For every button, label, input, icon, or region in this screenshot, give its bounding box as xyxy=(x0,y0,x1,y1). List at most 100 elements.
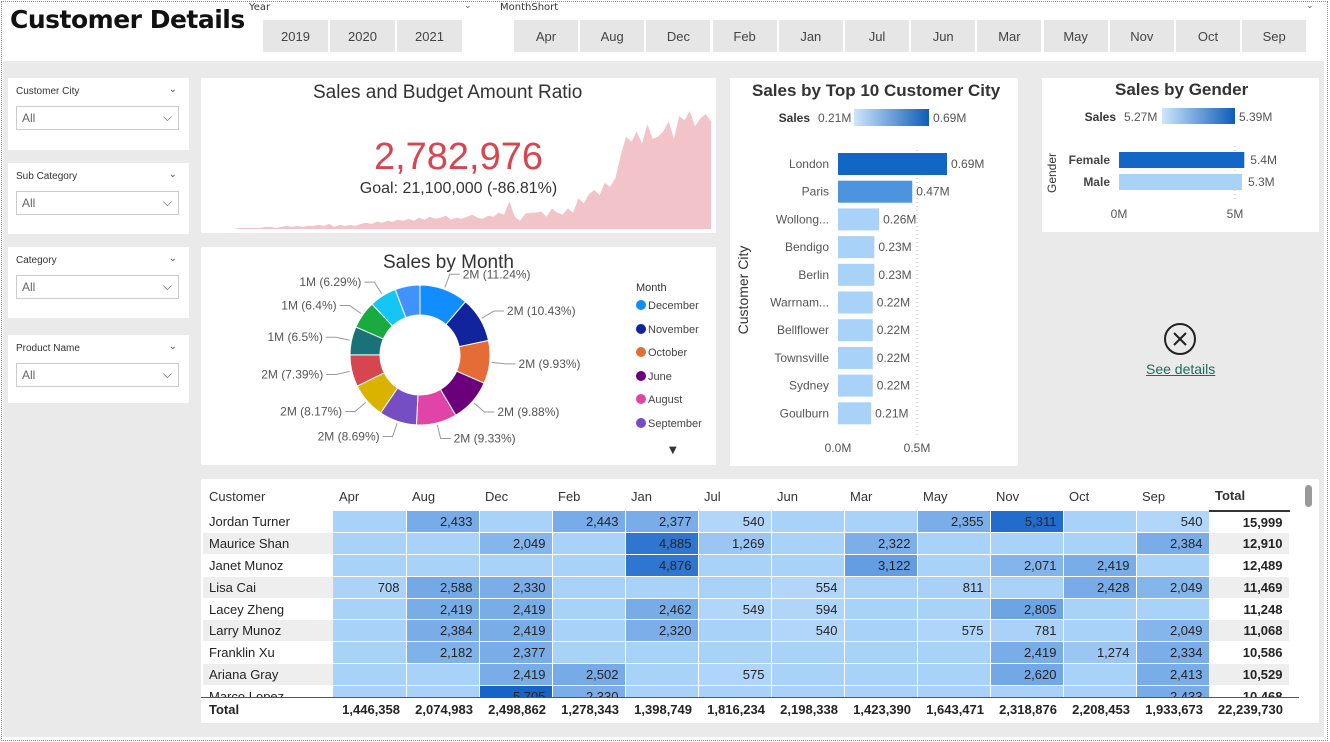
sales-by-city-card[interactable]: Sales by Top 10 Customer City Sales 0.21M… xyxy=(730,78,1018,466)
chevron-down-icon[interactable]: ⌄ xyxy=(168,169,177,180)
product-name-dropdown[interactable]: All ⌵ xyxy=(16,363,179,387)
kpi-trend-area xyxy=(223,111,711,229)
month-slicer-label: MonthShort xyxy=(500,2,559,13)
city-data-label: 0.22M xyxy=(877,351,910,365)
value-cell: 2,419 xyxy=(479,663,553,686)
column-header[interactable]: Apr xyxy=(339,488,360,504)
sales-by-gender-card[interactable]: Sales by Gender Sales 5.27M 5.39M Female 5.4… xyxy=(1042,78,1319,232)
value-cell xyxy=(771,554,845,577)
month-option-jun[interactable]: Jun xyxy=(911,20,976,52)
column-header[interactable]: Mar xyxy=(850,488,873,504)
customer-name-cell: Janet Munoz xyxy=(203,554,334,577)
value-cell xyxy=(844,511,918,534)
value-cell xyxy=(844,663,918,686)
legend-item[interactable]: June xyxy=(636,370,672,383)
value-cell: 2,419 xyxy=(1063,554,1137,577)
customer-city-dropdown[interactable]: All ⌵ xyxy=(16,106,179,130)
month-option-dec[interactable]: Dec xyxy=(646,20,711,52)
year-option-2019[interactable]: 2019 xyxy=(263,20,328,52)
value-cell xyxy=(1063,532,1137,556)
column-header[interactable]: Customer xyxy=(209,488,266,504)
table-row[interactable]: Larry Munoz 2,384 2,419 2,320 540 575 781 2,049… xyxy=(203,619,1290,643)
chevron-down-icon[interactable]: ⌄ xyxy=(464,1,472,11)
chevron-down-icon[interactable]: ⌄ xyxy=(168,341,177,352)
value-cell xyxy=(1136,598,1210,621)
column-header[interactable]: Aug xyxy=(412,488,436,504)
month-option-jan[interactable]: Jan xyxy=(778,20,843,52)
month-option-apr[interactable]: Apr xyxy=(514,20,578,52)
chevron-down-icon[interactable]: ⌄ xyxy=(1306,1,1314,11)
column-header[interactable]: Jun xyxy=(777,488,798,504)
column-header[interactable]: Total xyxy=(1209,481,1289,512)
matrix-scrollbar[interactable] xyxy=(1305,485,1312,507)
column-header[interactable]: Jul xyxy=(704,488,721,504)
legend-item[interactable]: August xyxy=(636,394,682,406)
table-row[interactable]: Ariana Gray 2,419 2,502 575 2,620 2,413 10,529 xyxy=(203,663,1290,686)
customer-name-cell: Ariana Gray xyxy=(203,663,334,686)
month-option-feb[interactable]: Feb xyxy=(712,20,777,52)
table-row[interactable]: Jordan Turner 2,433 2,443 2,377 540 2,355 5,31… xyxy=(203,511,1290,534)
legend-item[interactable]: November xyxy=(636,323,699,336)
value-cell xyxy=(844,619,918,643)
column-header[interactable]: Sep xyxy=(1142,488,1166,504)
sales-by-month-card[interactable]: Sales by Month 2M (11.24%) 2M (10.43%) 2M … xyxy=(201,247,716,465)
dropdown-value: All xyxy=(22,280,36,294)
donut-data-label: 2M (9.93%) xyxy=(519,357,581,371)
city-data-label: 0.22M xyxy=(877,323,910,337)
legend-marker xyxy=(636,370,646,381)
dropdown-value: All xyxy=(22,111,36,125)
value-cell xyxy=(698,554,772,577)
value-cell: 2,588 xyxy=(406,576,480,599)
table-row[interactable]: Maurice Shan 2,049 4,885 1,269 2,322 2,384 12,… xyxy=(203,532,1290,556)
legend-gradient-bar xyxy=(1162,108,1235,124)
month-option-sep[interactable]: Sep xyxy=(1242,20,1307,52)
column-header[interactable]: Nov xyxy=(996,488,1020,504)
city-data-label: 0.26M xyxy=(883,212,916,226)
sub-category-dropdown[interactable]: All ⌵ xyxy=(16,191,179,215)
month-option-nov[interactable]: Nov xyxy=(1109,20,1174,52)
column-header[interactable]: Dec xyxy=(485,488,509,504)
column-total-cell: 2,074,983 xyxy=(415,702,473,717)
see-details-link[interactable]: See details xyxy=(1146,361,1216,377)
legend-gradient-bar xyxy=(854,109,929,126)
value-cell xyxy=(698,619,772,643)
month-option-mar[interactable]: Mar xyxy=(977,20,1042,52)
legend-min: 0.21M xyxy=(818,111,851,125)
category-dropdown[interactable]: All ⌵ xyxy=(16,275,179,299)
month-option-jul[interactable]: Jul xyxy=(845,20,909,52)
column-header[interactable]: Feb xyxy=(558,488,581,504)
value-cell xyxy=(333,554,407,577)
value-cell: 2,805 xyxy=(990,598,1064,621)
row-total-cell: 11,469 xyxy=(1209,576,1290,599)
legend-item[interactable]: October xyxy=(636,347,687,359)
city-bar xyxy=(838,236,875,259)
month-option-may[interactable]: May xyxy=(1043,20,1108,52)
legend-item[interactable]: December xyxy=(636,300,699,312)
donut-slice xyxy=(394,284,421,319)
table-row[interactable]: Lisa Cai 708 2,588 2,330 554 811 2,428 2,049 11,… xyxy=(203,576,1290,599)
value-cell: 3,122 xyxy=(844,554,918,577)
city-data-label: 0.22M xyxy=(877,379,910,393)
column-header[interactable]: May xyxy=(923,488,948,504)
chevron-down-icon[interactable]: ⌄ xyxy=(168,253,177,264)
legend-item[interactable]: September xyxy=(636,417,702,430)
column-total-cell: 2,208,453 xyxy=(1072,702,1130,717)
chevron-down-icon[interactable]: ⌄ xyxy=(168,84,177,95)
table-row[interactable]: Franklin Xu 2,182 2,377 2,419 1,274 2,334 10,5… xyxy=(203,641,1290,665)
legend-scroll-down-icon[interactable]: ▼ xyxy=(669,445,677,456)
year-option-2020[interactable]: 2020 xyxy=(330,20,395,52)
donut-leader-line xyxy=(382,423,398,438)
column-header[interactable]: Jan xyxy=(631,488,652,504)
matrix-header-row: Customer Apr Aug Dec Feb Jan Jul Jun Mar May Nov Oc… xyxy=(203,481,1289,512)
column-total-cell: 2,318,876 xyxy=(999,702,1057,717)
column-header[interactable]: Oct xyxy=(1069,488,1090,504)
table-row[interactable]: Lacey Zheng 2,419 2,419 2,462 549 594 2,805 11,… xyxy=(203,598,1290,621)
table-row[interactable]: Janet Munoz 4,876 3,122 2,071 2,419 12,489 xyxy=(203,554,1290,577)
month-option-oct[interactable]: Oct xyxy=(1176,20,1240,52)
kpi-card[interactable]: Sales and Budget Amount Ratio 2,782,976 … xyxy=(201,78,716,233)
customer-matrix[interactable]: Customer Apr Aug Dec Feb Jan Jul Jun Mar May Nov Oc… xyxy=(201,479,1319,723)
donut-leader-line xyxy=(345,401,367,413)
value-cell: 2,443 xyxy=(552,511,626,534)
year-option-2021[interactable]: 2021 xyxy=(397,20,462,52)
month-option-aug[interactable]: Aug xyxy=(580,20,645,52)
